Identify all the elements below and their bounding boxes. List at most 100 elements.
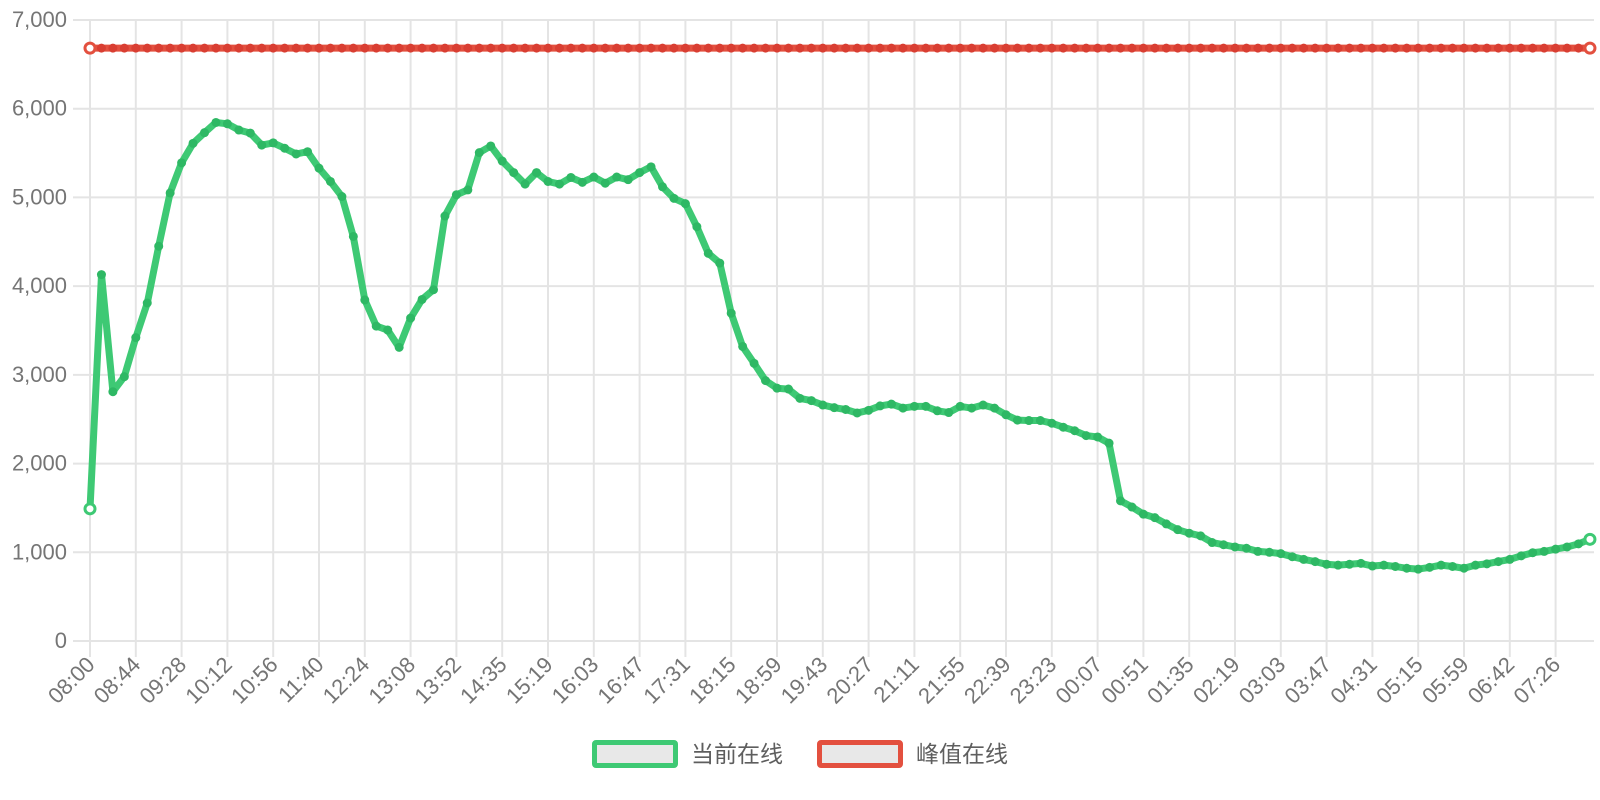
x-axis-tick-label: 11:40: [273, 652, 328, 707]
current-online-point-marker: [200, 128, 209, 138]
peak-online-point-marker: [108, 43, 118, 53]
legend-item-current-online[interactable]: 当前在线: [592, 740, 783, 768]
peak-online-point-marker: [864, 43, 874, 53]
current-online-point-marker: [932, 406, 942, 416]
current-online-point-marker: [1001, 410, 1011, 420]
peak-online-point-marker: [772, 43, 782, 53]
current-online-point-marker: [921, 401, 931, 411]
peak-online-point-marker: [509, 43, 519, 53]
peak-online-point-marker: [1402, 43, 1412, 53]
peak-online-point-marker: [1562, 43, 1572, 53]
current-online-point-marker: [1093, 432, 1103, 442]
peak-online-point-marker: [1425, 43, 1435, 53]
x-axis-tick-label: 15:19: [501, 652, 558, 709]
peak-online-point-marker: [1138, 43, 1148, 53]
current-online-point-marker: [406, 313, 416, 323]
y-axis-tick-label: 1,000: [12, 539, 67, 564]
peak-online-point-marker: [703, 43, 713, 53]
current-online-point-marker: [532, 168, 542, 178]
peak-online-point-marker: [280, 43, 290, 53]
current-online-point-marker: [486, 141, 496, 151]
current-online-point-marker: [96, 270, 106, 280]
peak-online-point-marker: [1219, 43, 1229, 53]
peak-online-point-marker: [1001, 43, 1011, 53]
current-online-point-marker: [371, 321, 381, 331]
current-online-point-marker: [383, 325, 393, 335]
current-online-point-marker: [566, 172, 576, 182]
current-online-point-marker: [1253, 546, 1263, 556]
legend-swatch-peak-online: [817, 740, 903, 768]
current-online-point-marker: [955, 401, 965, 411]
peak-online-point-marker: [303, 43, 313, 53]
peak-online-point-marker: [715, 43, 725, 53]
x-axis-tick-label: 14:35: [455, 652, 512, 709]
x-axis-tick-label: 19:43: [776, 652, 833, 709]
peak-online-point-marker: [1367, 43, 1377, 53]
x-axis-tick-label: 13:52: [409, 652, 466, 709]
peak-online-point-marker: [898, 43, 908, 53]
peak-online-point-marker: [406, 43, 416, 53]
legend-label-current-online: 当前在线: [691, 740, 783, 767]
current-online-point-marker: [1184, 528, 1194, 538]
current-online-point-marker: [1413, 564, 1423, 574]
current-online-point-marker: [463, 185, 473, 195]
peak-online-point-marker: [486, 43, 496, 53]
current-online-point-marker: [1539, 546, 1549, 556]
peak-online-point-marker: [1482, 43, 1492, 53]
current-online-point-marker: [165, 188, 175, 198]
current-online-point-marker: [291, 149, 301, 159]
current-online-point-marker: [131, 333, 141, 343]
peak-online-point-marker: [520, 43, 530, 53]
current-online-point-marker: [257, 140, 267, 150]
current-online-point-marker: [360, 295, 370, 305]
x-axis-tick-label: 08:00: [43, 652, 100, 709]
current-online-point-marker: [177, 158, 187, 168]
peak-online-point-marker: [383, 43, 393, 53]
current-online-point-marker: [474, 148, 484, 158]
current-online-point-marker: [188, 138, 198, 148]
current-online-point-marker: [772, 383, 782, 393]
peak-online-point-marker: [497, 43, 507, 53]
peak-online-point-marker: [749, 43, 759, 53]
peak-online-point-marker: [875, 43, 885, 53]
x-axis-tick-label: 05:59: [1417, 652, 1474, 709]
current-online-point-marker: [1516, 551, 1526, 561]
peak-online-point-marker: [1104, 43, 1114, 53]
legend-item-peak-online[interactable]: 峰值在线: [817, 740, 1008, 768]
y-axis-tick-label: 0: [55, 628, 67, 653]
peak-online-point-marker: [646, 43, 656, 53]
current-online-endpoint-marker: [1583, 532, 1597, 546]
y-axis-tick-label: 2,000: [12, 451, 67, 476]
peak-online-point-marker: [1310, 43, 1320, 53]
peak-online-point-marker: [589, 43, 599, 53]
current-online-point-marker: [818, 400, 828, 410]
x-axis-tick-label: 01:35: [1142, 652, 1199, 709]
peak-online-point-marker: [96, 43, 106, 53]
peak-online-point-marker: [314, 43, 324, 53]
current-online-point-marker: [1333, 560, 1343, 570]
current-online-point-marker: [509, 168, 519, 178]
peak-online-point-marker: [1116, 43, 1125, 53]
peak-online-point-marker: [1551, 43, 1561, 53]
peak-online-point-marker: [829, 43, 839, 53]
current-online-point-marker: [1241, 543, 1251, 553]
peak-online-point-marker: [337, 43, 347, 53]
current-online-point-marker: [1173, 525, 1183, 535]
peak-online-point-marker: [417, 43, 427, 53]
current-online-point-marker: [887, 399, 896, 409]
current-online-point-marker: [1299, 554, 1309, 564]
current-online-point-marker: [440, 211, 450, 221]
current-online-point-marker: [394, 342, 404, 352]
current-online-point-marker: [1161, 519, 1171, 529]
peak-online-point-marker: [234, 43, 244, 53]
current-online-point-marker: [1058, 422, 1068, 432]
current-online-point-marker: [497, 156, 507, 166]
x-axis-tick-label: 20:27: [822, 652, 879, 709]
peak-online-point-marker: [154, 43, 164, 53]
peak-online-point-marker: [532, 43, 542, 53]
current-online-point-marker: [268, 138, 278, 148]
peak-online-point-marker: [1150, 43, 1160, 53]
current-online-point-marker: [680, 199, 690, 209]
x-axis-tick-label: 10:56: [226, 652, 283, 709]
current-online-point-marker: [761, 376, 771, 386]
